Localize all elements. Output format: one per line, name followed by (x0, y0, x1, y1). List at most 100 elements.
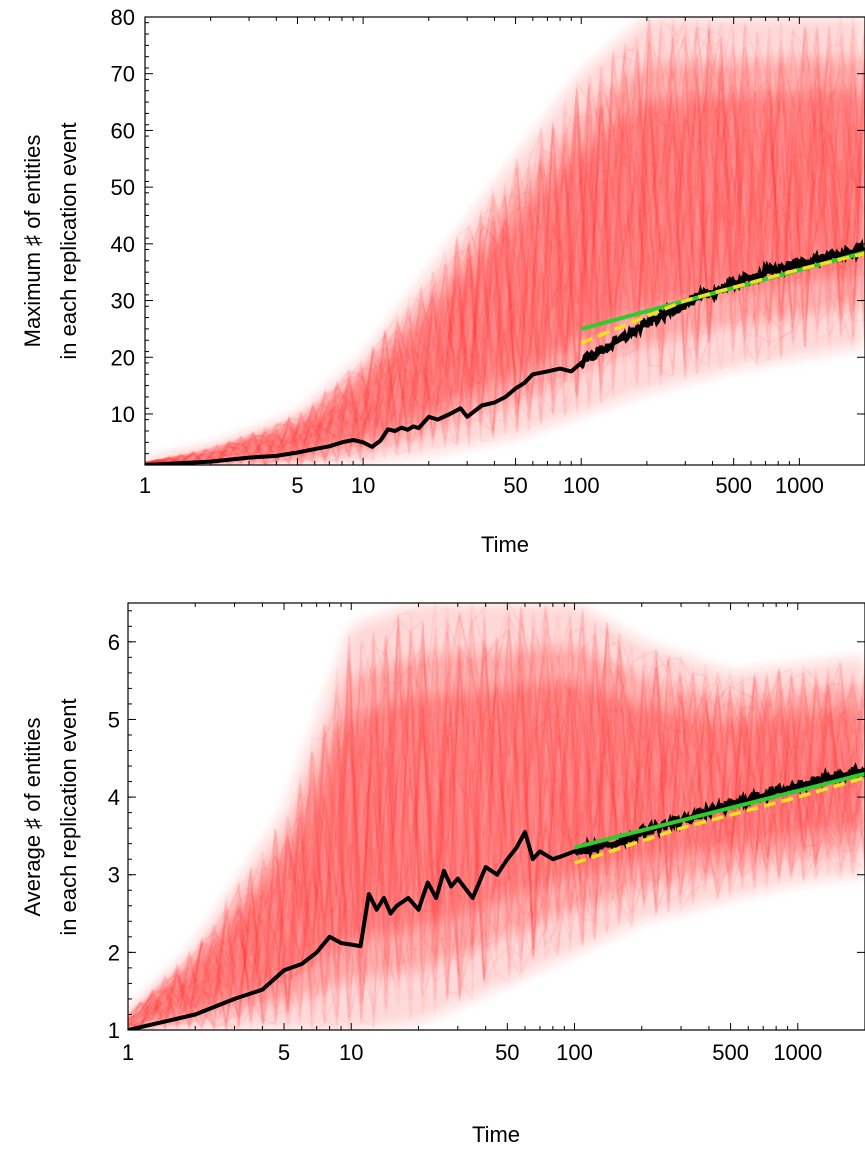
y-tick-label: 20 (111, 345, 135, 370)
trace-line (145, 35, 865, 465)
plot-frame (127, 602, 865, 1031)
trace-line (128, 605, 865, 1030)
cloud-band (145, 91, 865, 465)
panel-average-entities: 1 5 10 50 100 500 1000 1 2 3 4 5 6 Time Average ♯ o… (20, 602, 865, 1147)
trace-line (128, 614, 865, 1030)
trace-line (145, 28, 865, 465)
trace-line (128, 606, 865, 1029)
trace-line (128, 627, 865, 1028)
trace-line (145, 25, 865, 465)
trace-line (145, 19, 865, 465)
trace-line (145, 40, 865, 464)
panel-max-entities: 1 5 10 50 100 500 1000 10 20 30 40 50 60 70 80 Time M… (20, 5, 865, 557)
trace-line (128, 619, 865, 1028)
trace-line (128, 613, 865, 1030)
trace-line (128, 625, 865, 1030)
x-tick-label: 5 (278, 1040, 290, 1065)
y-tick-label: 60 (111, 118, 135, 143)
trace-line (145, 20, 865, 465)
trace-line (145, 24, 865, 465)
trace-line (145, 54, 865, 465)
y-tick-label: 1 (108, 1018, 120, 1043)
x-tick-label: 100 (556, 1040, 593, 1065)
x-tick-label: 10 (339, 1040, 363, 1065)
trace-line (128, 616, 865, 1028)
trace-line (145, 39, 865, 465)
trace-line (145, 27, 865, 465)
trace-line (145, 34, 865, 465)
trace-line (145, 37, 865, 465)
trace-line (128, 619, 865, 1029)
y-axis: 10 20 30 40 50 60 70 80 (111, 5, 865, 466)
trace-line (145, 66, 865, 465)
trace-line (145, 31, 865, 465)
trace-line (128, 611, 865, 1030)
trace-line (145, 35, 865, 465)
trace-line (145, 31, 865, 465)
trace-line (145, 54, 865, 465)
trace-line (128, 636, 865, 1027)
trace-line (145, 44, 865, 465)
trace-line (145, 27, 865, 464)
x-axis: 1 5 10 50 100 500 1000 (122, 603, 865, 1065)
trace-line (145, 17, 865, 465)
trace-line (128, 628, 865, 1028)
trace-line (128, 627, 865, 1030)
y-axis-title-line-2: in each replication event (56, 698, 81, 935)
y-tick-label: 80 (111, 5, 135, 30)
trace-line (145, 17, 865, 465)
y-axis: 1 2 3 4 5 6 (108, 610, 865, 1043)
trace-line (128, 612, 865, 1026)
trace-line (128, 638, 865, 1030)
trace-line (145, 55, 865, 465)
trace-line (128, 603, 865, 1030)
trace-line (128, 613, 865, 1019)
trace-line (145, 51, 865, 465)
y-axis-title-line-1: Maximum ♯ of entities (20, 135, 45, 348)
trace-line (145, 36, 865, 465)
trace-line (145, 18, 865, 465)
y-tick-label: 5 (108, 707, 120, 732)
y-tick-label: 40 (111, 232, 135, 257)
y-tick-label: 4 (108, 785, 120, 810)
trace-line (145, 48, 865, 465)
y-axis-title-line-2: in each replication event (56, 122, 81, 359)
trace-line (128, 628, 865, 1030)
trace-line (145, 20, 865, 465)
cloud-layer (128, 603, 865, 1030)
x-tick-label: 100 (563, 473, 600, 498)
trace-line (128, 630, 865, 1029)
x-tick-label: 500 (715, 473, 752, 498)
x-axis: 1 5 10 50 100 500 1000 (139, 17, 865, 498)
trace-line (128, 610, 865, 1028)
trace-line (128, 610, 865, 1027)
x-tick-label: 50 (503, 473, 527, 498)
mean-line-noise (579, 238, 865, 370)
trace-line (128, 619, 865, 1028)
x-tick-label: 5 (291, 473, 303, 498)
fit-yellow-line (573, 776, 865, 865)
trace-line (145, 22, 865, 465)
x-axis-title: Time (481, 532, 529, 557)
trace-line (145, 27, 865, 465)
trace-line (128, 603, 865, 1026)
trace-line (128, 628, 865, 1030)
trace-line (128, 616, 865, 1030)
fit-green-line (573, 771, 865, 850)
trace-line (128, 606, 865, 1027)
y-tick-label: 30 (111, 289, 135, 314)
y-tick-label: 6 (108, 630, 120, 655)
trace-line (145, 30, 865, 465)
trace-line (128, 642, 865, 1030)
trace-line (128, 619, 865, 1029)
cloud-layer (145, 17, 865, 465)
trace-line (128, 621, 865, 1023)
trace-line (128, 636, 865, 1029)
mean-line (128, 767, 865, 1030)
trace-line (145, 58, 865, 465)
trace-line (128, 622, 865, 1030)
trace-line (128, 633, 865, 1030)
trace-line (128, 603, 865, 1028)
y-tick-label: 3 (108, 863, 120, 888)
